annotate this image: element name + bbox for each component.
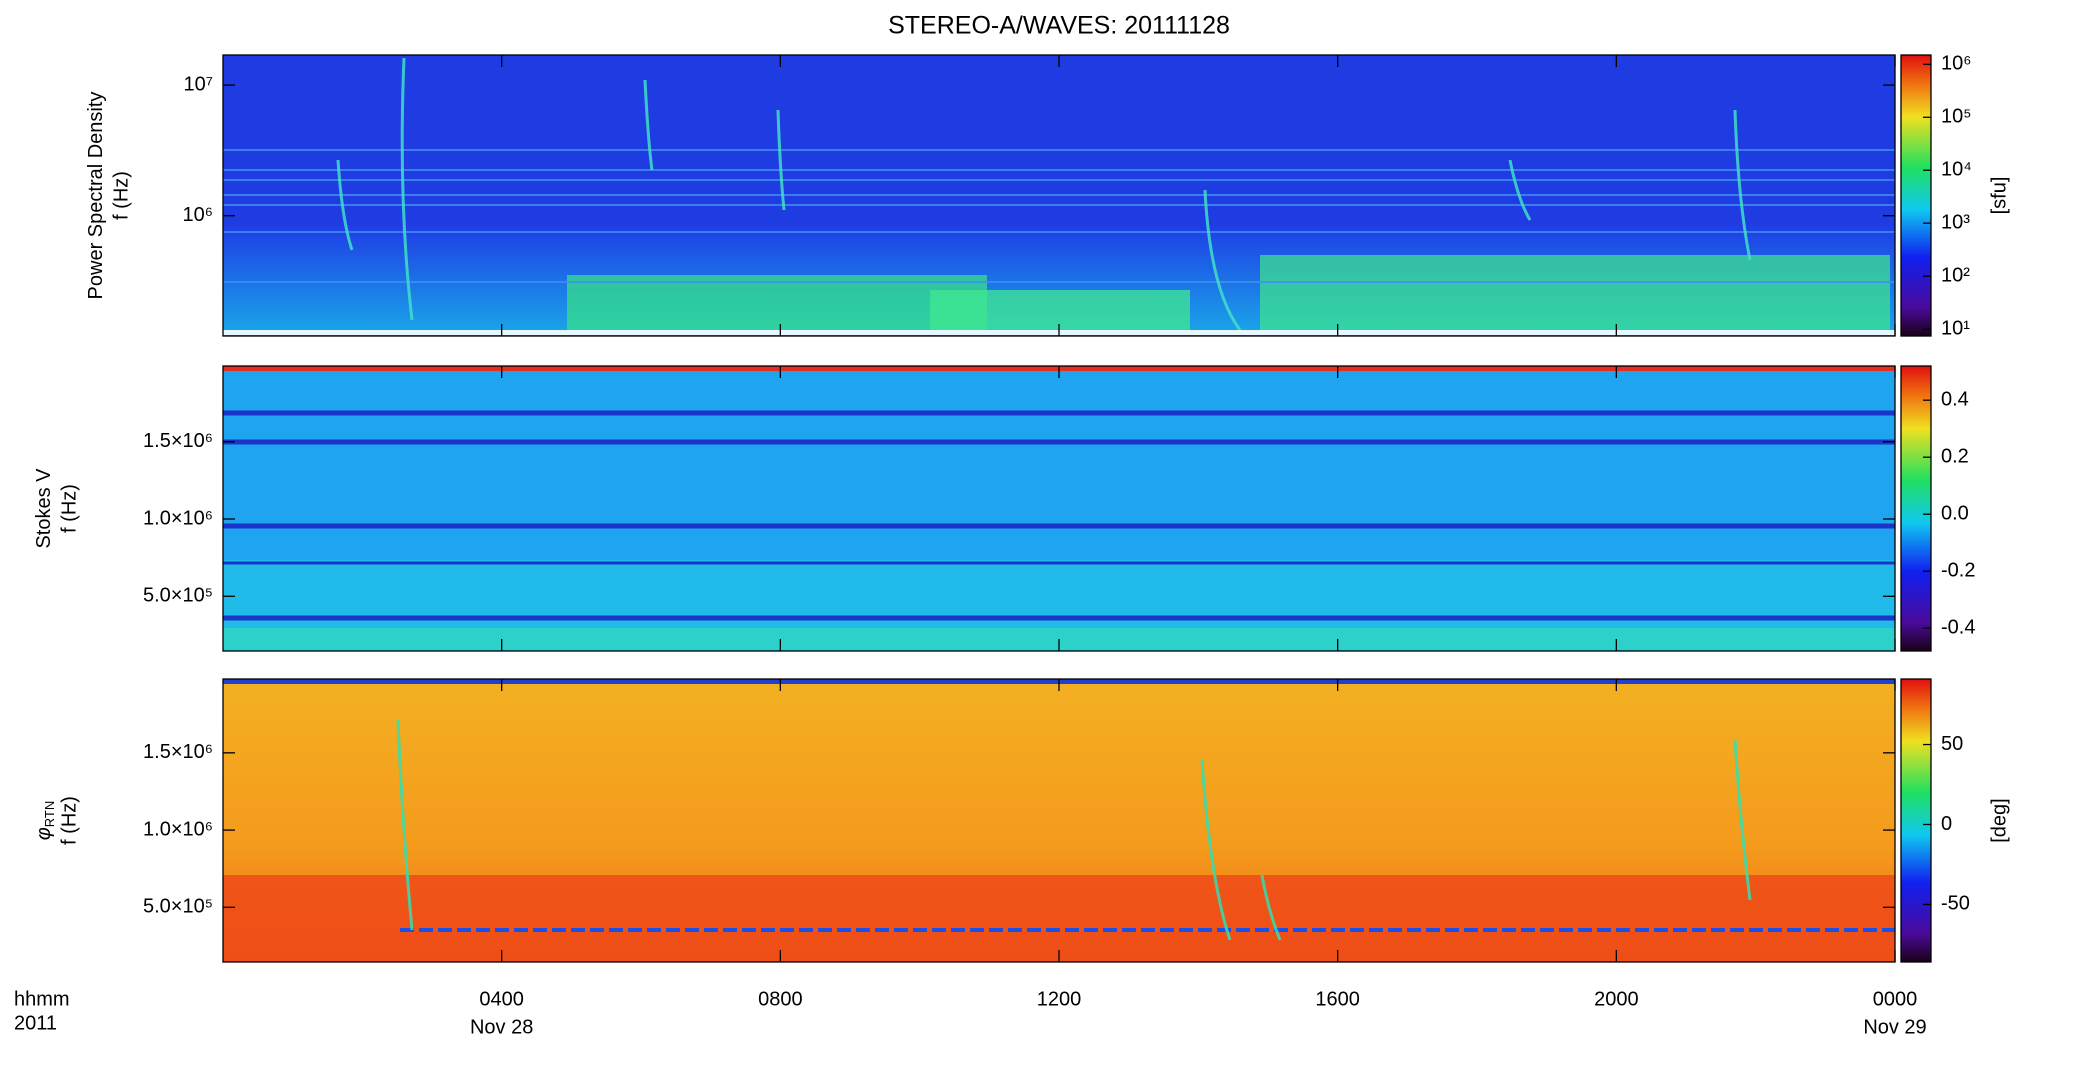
colorbar-tick-label: 10¹: [1941, 317, 1970, 339]
y-axis-label: f (Hz): [110, 171, 132, 220]
phase-image: [223, 679, 1895, 962]
y-axis-label: f (Hz): [58, 484, 80, 533]
colorbar-label: [deg]: [1988, 798, 2010, 842]
stokes-image: [223, 366, 1895, 651]
colorbar-tick-label: 0.4: [1941, 388, 1969, 410]
y-axis-label: f (Hz): [58, 796, 80, 845]
x-tick-label: 0400: [479, 988, 524, 1010]
y-axis-quantity: Stokes V: [33, 468, 55, 549]
colorbar-tick-label: 0.0: [1941, 502, 1969, 524]
colorbar-tick-label: 0.2: [1941, 445, 1969, 467]
y-tick-label: 5.0×10⁵: [143, 585, 213, 607]
colorbar-tick-label: 10²: [1941, 264, 1970, 286]
colorbar-tick-label: -0.4: [1941, 616, 1975, 638]
date-label: Nov 29: [1863, 1016, 1926, 1038]
x-tick-label: 1200: [1037, 988, 1082, 1010]
y-tick-label: 1.5×10⁶: [143, 741, 213, 763]
colorbar: [1900, 365, 1932, 652]
colorbar-tick-label: 10⁶: [1941, 53, 1971, 75]
quantity-text: Power Spectral Density: [85, 92, 107, 300]
chart-title: STEREO-A/WAVES: 20111128: [888, 12, 1230, 40]
y-tick-label: 1.5×10⁶: [143, 430, 213, 452]
colorbar-tick-label: 10³: [1941, 211, 1970, 233]
colorbar-tick-label: 10⁵: [1941, 106, 1972, 128]
colorbar: [1900, 678, 1932, 963]
x-tick-label: 0000: [1873, 988, 1918, 1010]
quantity-subscript: RTN: [42, 801, 57, 827]
y-axis-quantity: Power Spectral Density: [85, 92, 107, 300]
y-tick-label: 10⁶: [183, 204, 213, 226]
y-tick-label: 1.0×10⁶: [143, 507, 213, 529]
x-axis-label: hhmm: [14, 988, 70, 1010]
date-label: Nov 28: [470, 1016, 533, 1038]
spectrogram-image: [223, 55, 1895, 336]
colorbar-tick-label: 10⁴: [1941, 159, 1972, 181]
y-axis-quantity: φRTN: [33, 801, 57, 841]
year-label: 2011: [14, 1012, 57, 1034]
y-tick-label: 5.0×10⁵: [143, 896, 213, 918]
x-tick-label: 0800: [758, 988, 803, 1010]
y-tick-label: 10⁷: [184, 73, 213, 95]
x-tick-label: 2000: [1594, 988, 1639, 1010]
colorbar-tick-label: -50: [1941, 893, 1970, 915]
colorbar-tick-label: 50: [1941, 733, 1963, 755]
quantity-text: Stokes V: [33, 468, 55, 549]
colorbar-label: [sfu]: [1988, 177, 2010, 215]
quantity-text: φ: [33, 827, 55, 840]
y-tick-label: 1.0×10⁶: [143, 818, 213, 840]
x-tick-label: 1600: [1315, 988, 1360, 1010]
colorbar-tick-label: 0: [1941, 813, 1952, 835]
colorbar-tick-label: -0.2: [1941, 559, 1975, 581]
colorbar: [1900, 54, 1932, 337]
